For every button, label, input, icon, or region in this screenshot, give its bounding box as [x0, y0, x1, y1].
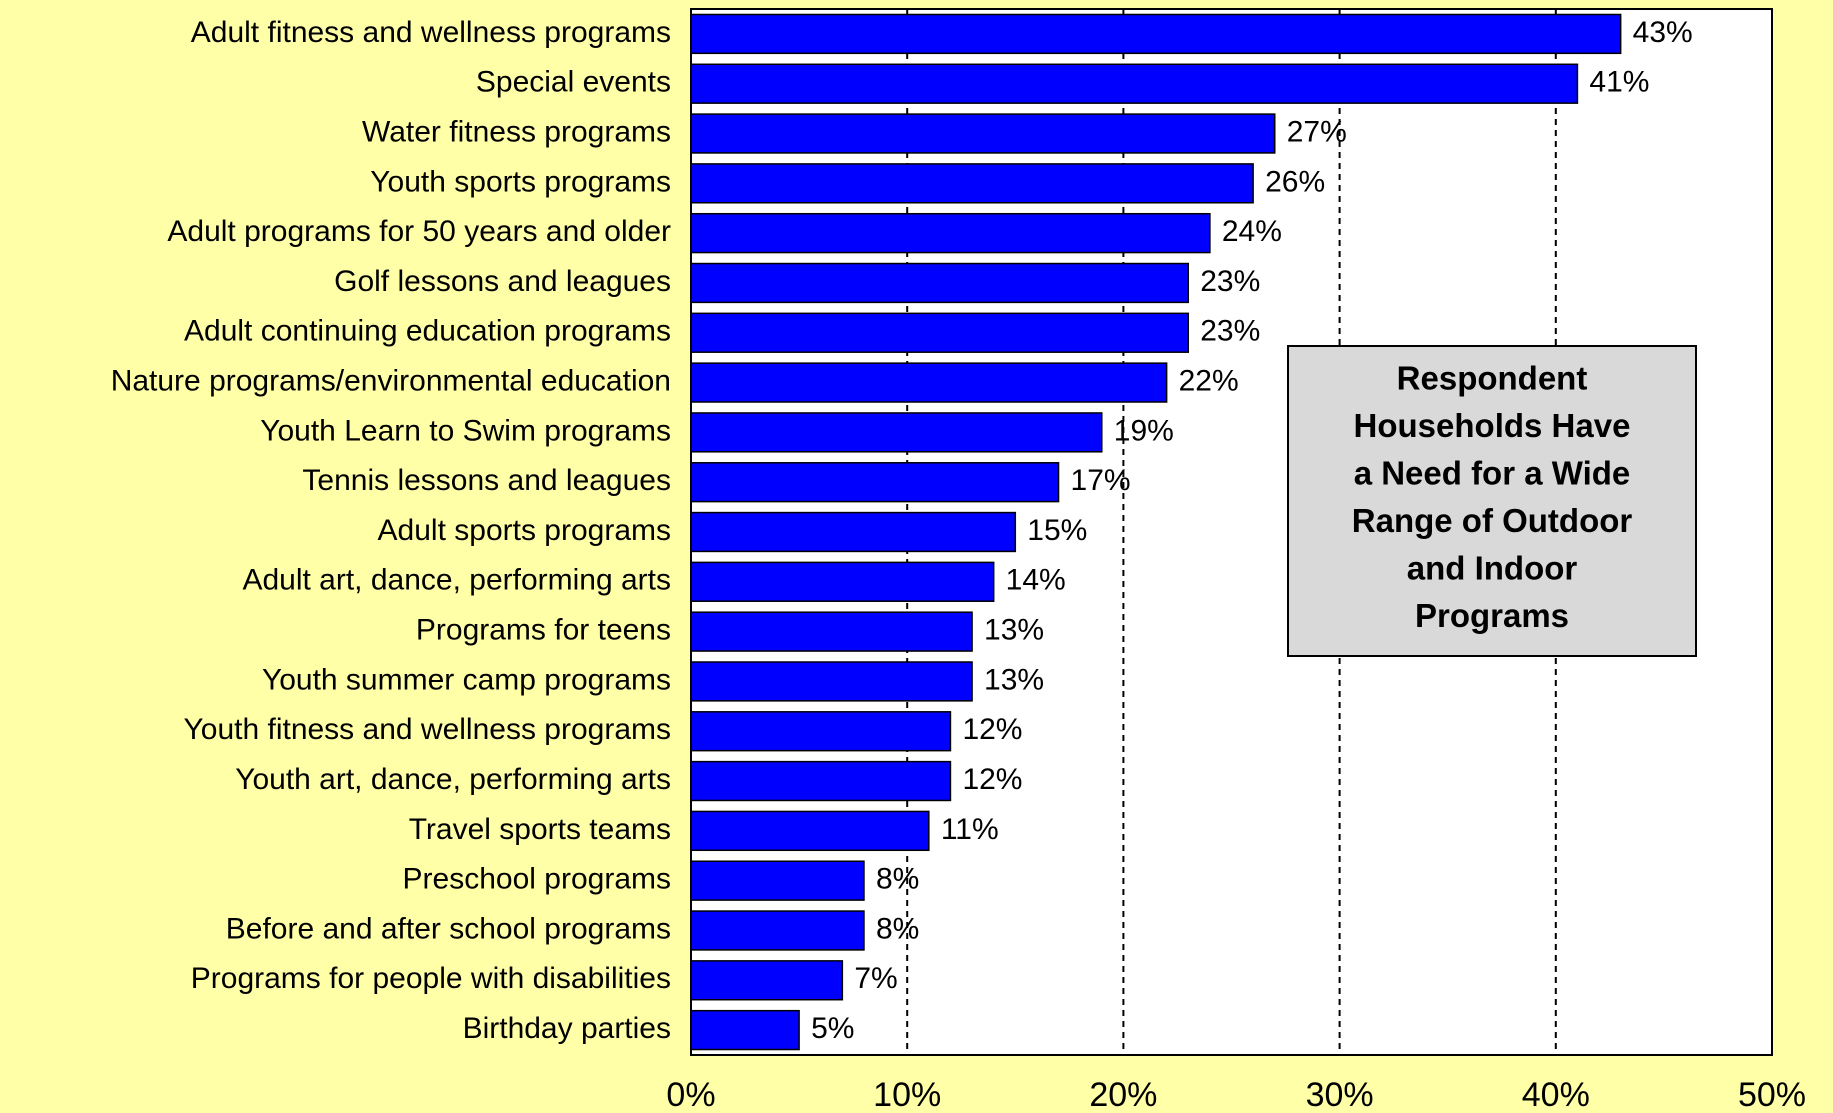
bar: [690, 661, 973, 702]
value-label: 5%: [811, 1012, 854, 1045]
value-label: 15%: [1027, 514, 1087, 547]
value-label: 13%: [984, 663, 1044, 696]
plot-border: [690, 8, 1773, 1056]
annotation-text: Programs: [1415, 597, 1569, 634]
bar: [690, 113, 1276, 154]
y-tick-label: Youth art, dance, performing arts: [235, 763, 671, 796]
bar: [690, 910, 865, 951]
y-tick-label: Youth fitness and wellness programs: [184, 713, 672, 746]
x-tick-label: 40%: [1522, 1076, 1590, 1113]
bar: [690, 412, 1103, 453]
value-label: 41%: [1589, 66, 1649, 99]
bar: [690, 611, 973, 652]
value-label: 17%: [1071, 464, 1131, 497]
annotation-text: Respondent: [1397, 360, 1588, 397]
bar: [690, 63, 1579, 104]
annotation-text: Range of Outdoor: [1352, 502, 1633, 539]
value-label: 19%: [1114, 414, 1174, 447]
bar: [690, 960, 844, 1001]
value-label: 27%: [1287, 115, 1347, 148]
value-label: 12%: [962, 763, 1022, 796]
x-tick-label: 20%: [1089, 1076, 1157, 1113]
y-tick-label: Adult fitness and wellness programs: [191, 16, 671, 49]
bar: [690, 13, 1622, 55]
annotation-text: Households Have: [1354, 407, 1631, 444]
y-tick-label: Travel sports teams: [409, 813, 671, 846]
y-tick-label: Water fitness programs: [362, 115, 671, 148]
y-tick-label: Youth sports programs: [370, 165, 671, 198]
bar: [690, 1009, 800, 1051]
value-label: 11%: [941, 813, 999, 846]
y-tick-label: Adult sports programs: [378, 514, 671, 547]
bar: [690, 561, 995, 602]
y-tick-label: Preschool programs: [403, 863, 671, 896]
bar: [690, 212, 1211, 254]
bar: [690, 362, 1168, 403]
bar: [690, 810, 930, 852]
annotation-text: a Need for a Wide: [1354, 455, 1631, 492]
value-label: 22%: [1179, 364, 1239, 397]
y-tick-label: Before and after school programs: [226, 912, 671, 945]
value-label: 12%: [962, 713, 1022, 746]
bar: [690, 760, 952, 802]
y-tick-label: Programs for teens: [416, 614, 671, 647]
bar: [690, 860, 865, 901]
value-label: 23%: [1200, 315, 1260, 348]
y-tick-label: Birthday parties: [463, 1012, 671, 1045]
value-label: 8%: [876, 863, 919, 896]
value-label: 14%: [1006, 564, 1066, 597]
bar: [690, 163, 1254, 204]
value-label: 7%: [854, 962, 897, 995]
y-tick-label: Youth summer camp programs: [262, 663, 671, 696]
y-tick-label: Nature programs/environmental education: [111, 364, 671, 397]
value-label: 8%: [876, 912, 919, 945]
bar: [690, 462, 1060, 503]
value-label: 43%: [1633, 16, 1693, 49]
value-label: 24%: [1222, 215, 1282, 248]
x-tick-label: 10%: [873, 1076, 941, 1113]
annotation-text: and Indoor: [1407, 550, 1578, 587]
y-tick-label: Adult programs for 50 years and older: [167, 215, 671, 248]
y-tick-label: Youth Learn to Swim programs: [260, 414, 671, 447]
bar: [690, 262, 1190, 304]
y-tick-label: Tennis lessons and leagues: [302, 464, 671, 497]
value-label: 23%: [1200, 265, 1260, 298]
value-label: 26%: [1265, 165, 1325, 198]
bar: [690, 711, 952, 752]
y-tick-label: Adult art, dance, performing arts: [242, 564, 671, 597]
y-tick-label: Adult continuing education programs: [184, 315, 671, 348]
y-tick-label: Special events: [476, 66, 671, 99]
value-label: 13%: [984, 614, 1044, 647]
bar: [690, 511, 1017, 553]
y-tick-label: Programs for people with disabilities: [191, 962, 671, 995]
x-tick-label: 50%: [1738, 1076, 1806, 1113]
annotation-box: [1287, 345, 1697, 657]
bar: [690, 312, 1190, 353]
y-tick-label: Golf lessons and leagues: [334, 265, 671, 298]
x-tick-label: 0%: [666, 1076, 715, 1113]
x-tick-label: 30%: [1306, 1076, 1374, 1113]
